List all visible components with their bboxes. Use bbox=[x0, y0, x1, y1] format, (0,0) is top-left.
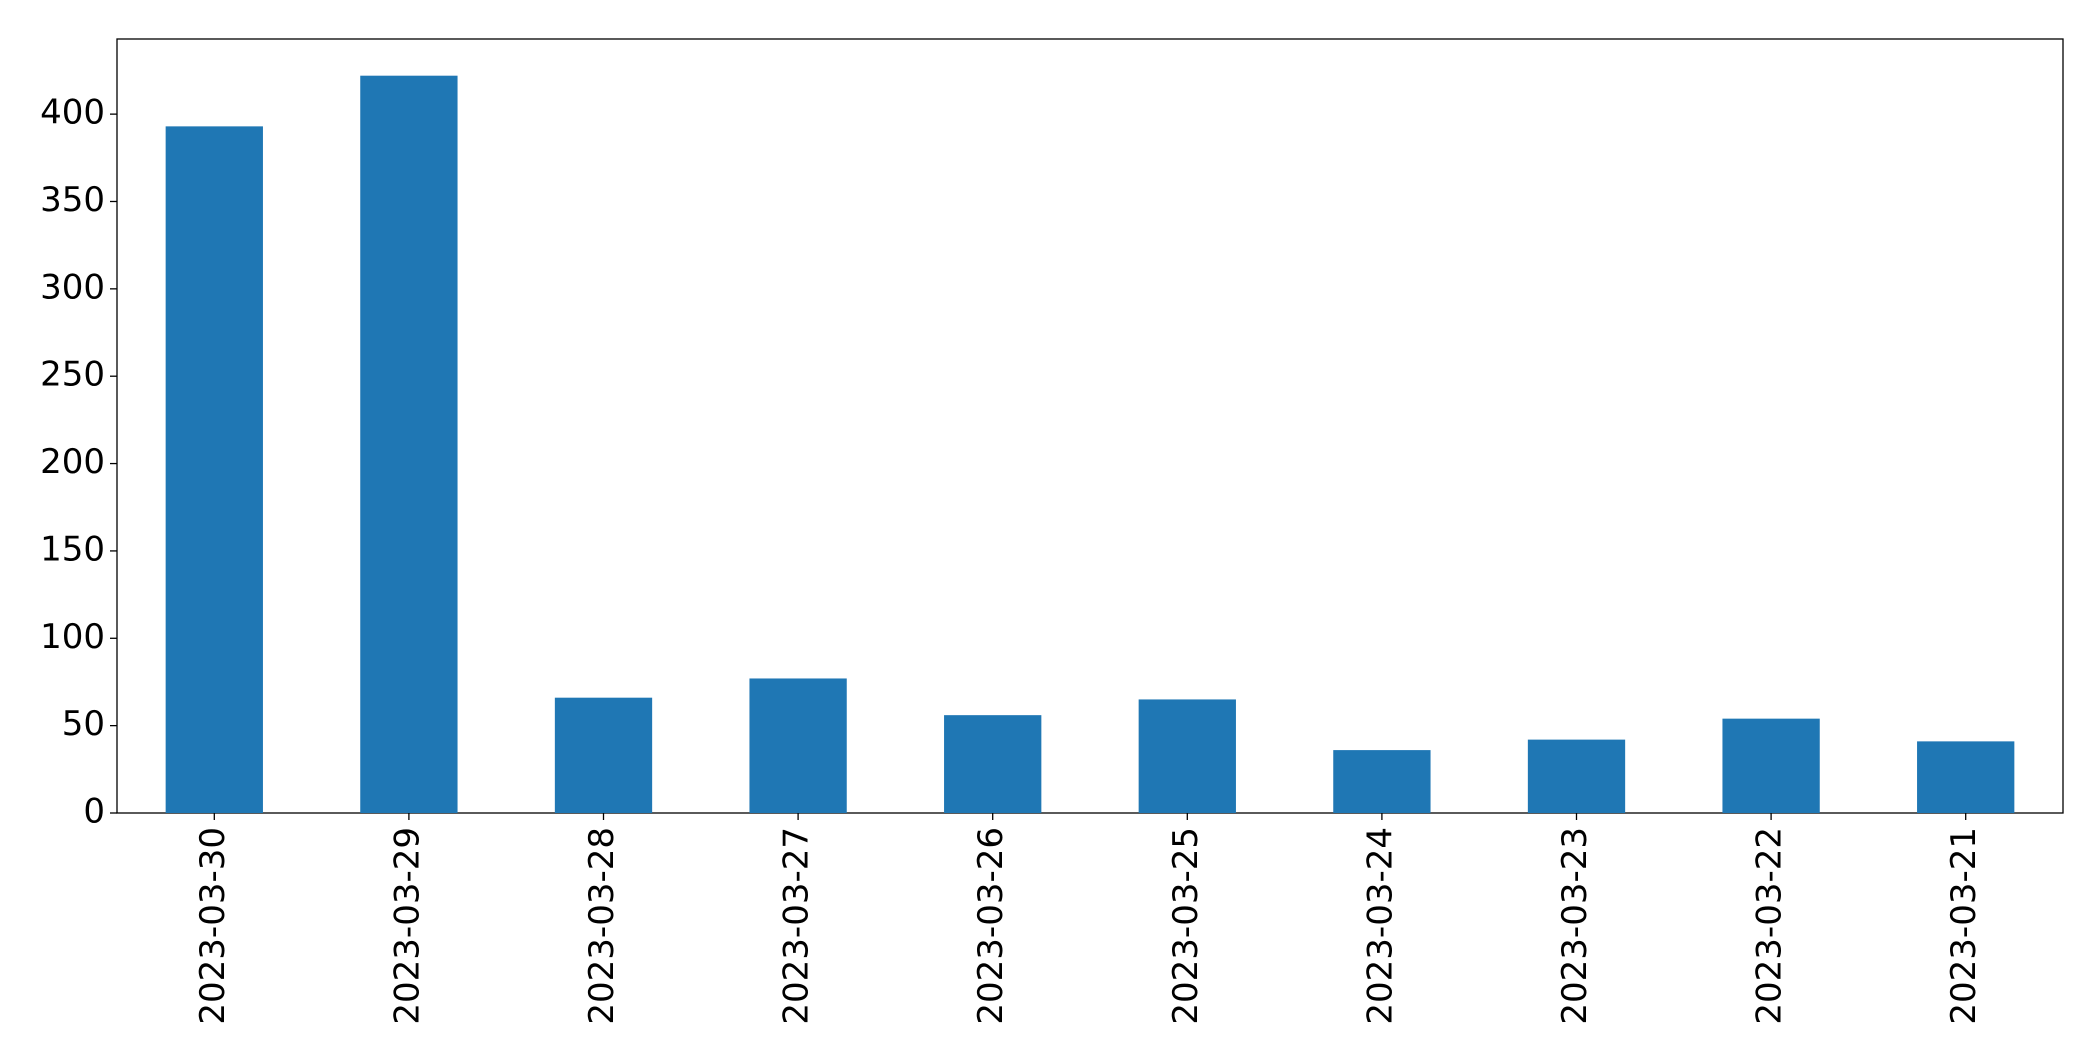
bar bbox=[944, 715, 1042, 813]
x-tick-label: 2023-03-27 bbox=[777, 827, 817, 1025]
y-tick-label: 400 bbox=[40, 93, 105, 133]
y-tick-label: 350 bbox=[40, 180, 105, 220]
x-tick-label: 2023-03-24 bbox=[1360, 827, 1400, 1025]
y-tick-label: 150 bbox=[40, 529, 105, 569]
bar bbox=[554, 697, 653, 813]
bar bbox=[1722, 718, 1820, 813]
y-tick-label: 300 bbox=[40, 267, 105, 307]
y-tick-label: 100 bbox=[40, 617, 105, 657]
x-tick-label: 2023-03-30 bbox=[193, 827, 233, 1025]
plot-frame bbox=[116, 38, 2064, 814]
y-tick-label: 250 bbox=[40, 355, 105, 395]
bar bbox=[1527, 739, 1626, 813]
bar bbox=[1333, 750, 1431, 813]
y-tick-label: 0 bbox=[83, 792, 105, 832]
y-tick-label: 200 bbox=[40, 442, 105, 482]
x-tick-label: 2023-03-26 bbox=[971, 827, 1011, 1025]
x-tick-label: 2023-03-28 bbox=[582, 827, 622, 1025]
x-tick-label: 2023-03-29 bbox=[387, 827, 427, 1025]
x-tick-label: 2023-03-21 bbox=[1944, 827, 1984, 1025]
bar bbox=[1138, 699, 1236, 813]
x-tick-label: 2023-03-22 bbox=[1750, 827, 1790, 1025]
bar bbox=[1917, 741, 2015, 813]
x-tick-label: 2023-03-25 bbox=[1166, 827, 1206, 1025]
bar bbox=[360, 75, 458, 814]
bar bbox=[165, 126, 263, 814]
y-tick-label: 50 bbox=[62, 704, 105, 744]
bar bbox=[749, 678, 847, 813]
x-tick-label: 2023-03-23 bbox=[1555, 827, 1595, 1025]
